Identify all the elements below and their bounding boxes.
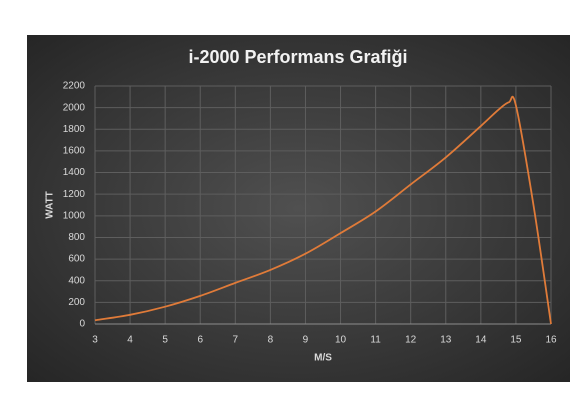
x-tick-label: 13 xyxy=(440,335,452,346)
y-tick-label: 200 xyxy=(68,297,85,308)
y-tick-label: 600 xyxy=(68,254,85,265)
y-tick-label: 2200 xyxy=(63,81,86,92)
x-tick-label: 9 xyxy=(303,335,309,346)
y-tick-label: 1000 xyxy=(63,210,86,221)
x-axis-label: M/S xyxy=(314,353,332,364)
x-tick-label: 11 xyxy=(370,335,381,346)
y-tick-label: 0 xyxy=(79,319,85,330)
y-tick-label: 800 xyxy=(68,232,85,243)
y-tick-label: 400 xyxy=(68,275,85,286)
x-tick-label: 12 xyxy=(405,335,417,346)
series-line xyxy=(94,95,552,325)
chart-background xyxy=(27,35,570,382)
y-axis-label: WATT xyxy=(45,191,56,219)
x-tick-label: 16 xyxy=(545,335,557,346)
x-tick-label: 15 xyxy=(510,335,522,346)
y-tick-label: 2000 xyxy=(63,102,86,113)
y-tick-label: 1800 xyxy=(63,124,86,135)
y-tick-label: 1600 xyxy=(63,146,86,157)
x-tick-label: 4 xyxy=(127,335,133,346)
x-tick-label: 3 xyxy=(92,335,98,346)
x-tick-label: 10 xyxy=(335,335,347,346)
y-tick-label: 1200 xyxy=(63,189,86,200)
chart-title: i-2000 Performans Grafiği xyxy=(188,47,407,67)
x-tick-label: 7 xyxy=(233,335,239,346)
x-tick-label: 6 xyxy=(197,335,203,346)
x-tick-label: 5 xyxy=(162,335,168,346)
y-tick-label: 1400 xyxy=(63,167,86,178)
x-tick-label: 14 xyxy=(475,335,487,346)
x-tick-label: 8 xyxy=(268,335,274,346)
